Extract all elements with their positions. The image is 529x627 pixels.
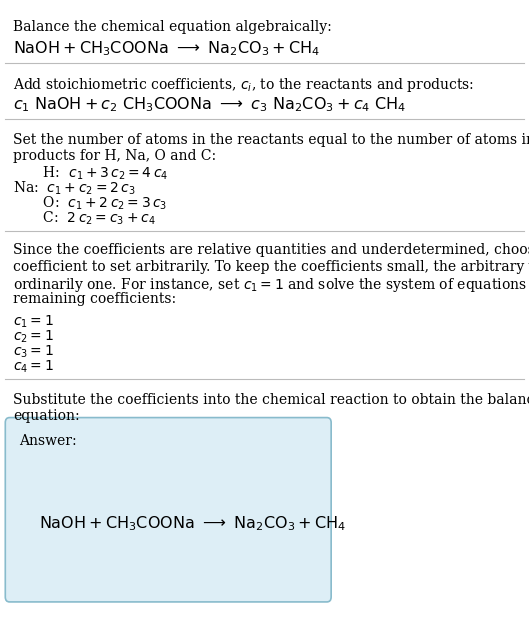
- Text: Add stoichiometric coefficients, $c_i$, to the reactants and products:: Add stoichiometric coefficients, $c_i$, …: [13, 76, 475, 95]
- FancyBboxPatch shape: [5, 418, 331, 602]
- Text: $c_3 = 1$: $c_3 = 1$: [13, 344, 54, 360]
- Text: $c_2 = 1$: $c_2 = 1$: [13, 329, 54, 345]
- Text: ordinarily one. For instance, set $c_1 = 1$ and solve the system of equations fo: ordinarily one. For instance, set $c_1 =…: [13, 276, 529, 294]
- Text: Set the number of atoms in the reactants equal to the number of atoms in the: Set the number of atoms in the reactants…: [13, 133, 529, 147]
- Text: Balance the chemical equation algebraically:: Balance the chemical equation algebraica…: [13, 20, 332, 34]
- Text: C:  $2\,c_2 = c_3 + c_4$: C: $2\,c_2 = c_3 + c_4$: [34, 209, 156, 227]
- Text: H:  $c_1 + 3\,c_2 = 4\,c_4$: H: $c_1 + 3\,c_2 = 4\,c_4$: [34, 164, 169, 182]
- Text: Substitute the coefficients into the chemical reaction to obtain the balanced: Substitute the coefficients into the che…: [13, 393, 529, 407]
- Text: $c_1 = 1$: $c_1 = 1$: [13, 314, 54, 330]
- Text: O:  $c_1 + 2\,c_2 = 3\,c_3$: O: $c_1 + 2\,c_2 = 3\,c_3$: [34, 194, 168, 212]
- Text: products for H, Na, O and C:: products for H, Na, O and C:: [13, 149, 216, 162]
- Text: equation:: equation:: [13, 409, 80, 423]
- Text: $c_1\ \mathrm{NaOH} + c_2\ \mathrm{CH_3COONa} \ \longrightarrow \ c_3\ \mathrm{N: $c_1\ \mathrm{NaOH} + c_2\ \mathrm{CH_3C…: [13, 95, 407, 114]
- Text: coefficient to set arbitrarily. To keep the coefficients small, the arbitrary va: coefficient to set arbitrarily. To keep …: [13, 260, 529, 273]
- Text: $\mathrm{NaOH + CH_3COONa \ \longrightarrow \ Na_2CO_3 + CH_4}$: $\mathrm{NaOH + CH_3COONa \ \longrightar…: [39, 514, 346, 533]
- Text: $\mathrm{NaOH + CH_3COONa \ \longrightarrow \ Na_2CO_3 + CH_4}$: $\mathrm{NaOH + CH_3COONa \ \longrightar…: [13, 39, 321, 58]
- Text: $c_4 = 1$: $c_4 = 1$: [13, 359, 54, 375]
- Text: Since the coefficients are relative quantities and underdetermined, choose a: Since the coefficients are relative quan…: [13, 243, 529, 257]
- Text: remaining coefficients:: remaining coefficients:: [13, 292, 176, 306]
- Text: Na:  $c_1 + c_2 = 2\,c_3$: Na: $c_1 + c_2 = 2\,c_3$: [13, 179, 136, 197]
- Text: Answer:: Answer:: [19, 434, 77, 448]
